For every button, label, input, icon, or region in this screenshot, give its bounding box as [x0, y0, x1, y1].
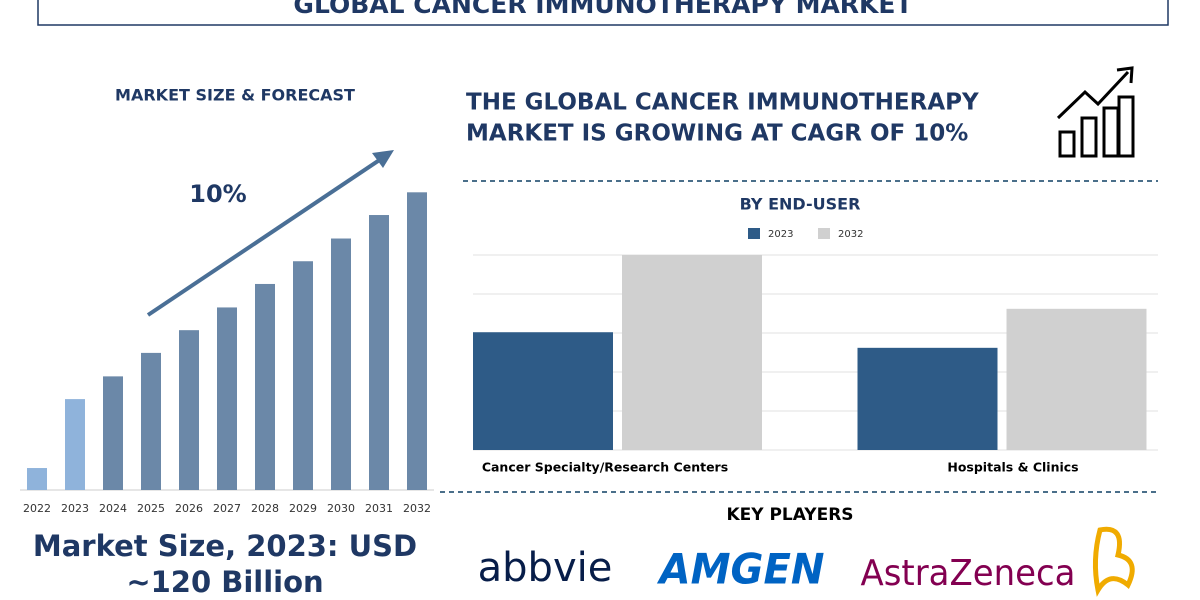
x-tick-label: 2026: [175, 502, 203, 515]
bar: [65, 399, 85, 490]
bar: [857, 347, 998, 450]
company-logo: AMGEN: [657, 545, 825, 594]
bar: [217, 307, 237, 490]
x-tick-label: 2029: [289, 502, 317, 515]
legend-swatch: [818, 228, 830, 239]
headline: MARKET IS GROWING AT CAGR OF 10%: [466, 121, 968, 147]
company-logo: abbvie: [478, 545, 613, 591]
chart-title: BY END-USER: [740, 195, 861, 214]
bar: [293, 261, 313, 490]
market-size: ~120 Billion: [126, 565, 323, 599]
x-tick-label: 2023: [61, 502, 89, 515]
x-tick-label: 2022: [23, 502, 51, 515]
market-size: Market Size, 2023: USD: [33, 529, 417, 563]
bar: [27, 468, 47, 490]
x-tick-label: 2030: [327, 502, 355, 515]
bar: [141, 352, 161, 490]
x-tick-label: 2024: [99, 502, 127, 515]
title-box: [37, 0, 1169, 26]
bar: [103, 376, 123, 490]
x-tick-label: Cancer Specialty/Research Centers: [482, 460, 728, 475]
bar: [1006, 308, 1147, 450]
annotation: 10%: [189, 180, 246, 208]
x-tick-label: 2027: [213, 502, 241, 515]
legend-label: 2023: [768, 229, 793, 240]
headline: THE GLOBAL CANCER IMMUNOTHERAPY: [466, 90, 979, 116]
x-tick-label: 2032: [403, 502, 431, 515]
trend-arrow: [146, 155, 386, 317]
company-logo: AstraZeneca: [861, 553, 1076, 594]
bar: [255, 283, 275, 490]
bar: [331, 238, 351, 490]
growth-icon: [1056, 66, 1135, 158]
legend-swatch: [748, 228, 760, 239]
x-tick-label: 2025: [137, 502, 165, 515]
arrow-head: [372, 150, 394, 168]
key-players-title: KEY PLAYERS: [726, 505, 853, 525]
bar: [407, 192, 427, 491]
legend-label: 2032: [838, 229, 863, 240]
bar: [622, 255, 762, 450]
bar: [179, 330, 199, 490]
bar: [473, 332, 613, 450]
chart-title: MARKET SIZE & FORECAST: [115, 86, 355, 105]
page-title: GLOBAL CANCER IMMUNOTHERAPY MARKET: [293, 0, 912, 19]
x-tick-label: 2028: [251, 502, 279, 515]
x-tick-label: Hospitals & Clinics: [947, 460, 1078, 475]
bar: [369, 215, 389, 490]
logo-symbol: [1092, 526, 1135, 597]
x-tick-label: 2031: [365, 502, 393, 515]
